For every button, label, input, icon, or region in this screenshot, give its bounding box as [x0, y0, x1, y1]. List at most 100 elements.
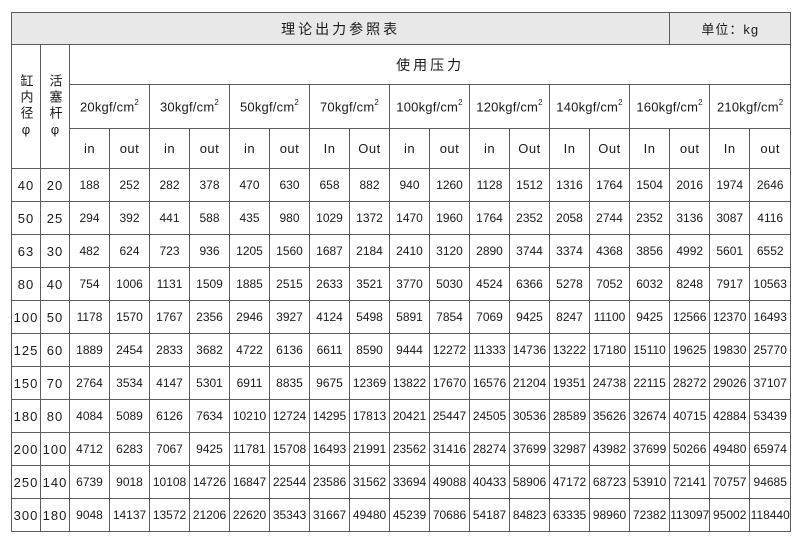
- output-value: 32674: [628, 399, 671, 433]
- output-value: 50266: [669, 432, 711, 466]
- output-value: 482: [69, 234, 110, 268]
- output-value: 3374: [549, 234, 590, 268]
- pressure-exponent: 2: [618, 97, 623, 107]
- table-row: 100 50 1178 1570 1767 2356 2946 3927 4124 5498 589…: [11, 300, 792, 334]
- bore-value: 150: [11, 366, 41, 400]
- output-value: 188: [69, 168, 110, 202]
- output-value: 22620: [229, 498, 270, 532]
- rod-diameter-header: 活塞杆φ: [40, 44, 70, 169]
- output-value: 630: [269, 168, 310, 202]
- output-value: 53439: [749, 399, 792, 433]
- output-value: 2352: [628, 201, 671, 235]
- output-value: 6611: [309, 333, 350, 367]
- output-value: 28274: [469, 432, 510, 466]
- rod-value: 140: [40, 465, 70, 499]
- output-value: 3770: [389, 267, 430, 301]
- output-value: 19830: [709, 333, 751, 367]
- inout-header: in: [69, 128, 110, 169]
- output-value: 3682: [189, 333, 230, 367]
- output-value: 31667: [309, 498, 350, 532]
- inout-header: In: [549, 128, 590, 169]
- output-value: 9444: [389, 333, 430, 367]
- bore-value: 200: [11, 432, 41, 466]
- output-value: 2833: [149, 333, 190, 367]
- output-value: 980: [269, 201, 310, 235]
- output-value: 2058: [549, 201, 590, 235]
- output-value: 11333: [469, 333, 510, 367]
- bore-value: 50: [11, 201, 41, 235]
- output-value: 5278: [549, 267, 590, 301]
- pressure-exponent: 2: [374, 97, 379, 107]
- output-value: 7634: [189, 399, 230, 433]
- bore-value: 63: [11, 234, 41, 268]
- output-value: 65974: [749, 432, 792, 466]
- output-value: 13222: [549, 333, 590, 367]
- output-value: 8590: [349, 333, 390, 367]
- pressure-header-100kgf/cm: 100kgf/cm2: [389, 84, 470, 129]
- output-value: 84823: [509, 498, 550, 532]
- output-value: 5498: [349, 300, 390, 334]
- output-value: 392: [109, 201, 150, 235]
- pressure-header-70kgf/cm: 70kgf/cm2: [309, 84, 390, 129]
- table-row: 300 180 9048 14137 13572 21206 22620 35343 31667…: [11, 498, 792, 532]
- output-value: 5891: [389, 300, 430, 334]
- output-value: 4124: [309, 300, 350, 334]
- output-value: 1205: [229, 234, 270, 268]
- output-value: 37699: [628, 432, 671, 466]
- output-value: 3087: [709, 201, 751, 235]
- output-value: 19625: [669, 333, 711, 367]
- output-value: 2633: [309, 267, 350, 301]
- output-value: 441: [149, 201, 190, 235]
- output-value: 4524: [469, 267, 510, 301]
- pressure-header-160kgf/cm: 160kgf/cm2: [628, 84, 711, 129]
- output-value: 7052: [589, 267, 630, 301]
- output-value: 12724: [269, 399, 310, 433]
- unit-label: 单位：kg: [669, 12, 792, 45]
- output-value: 2184: [349, 234, 390, 268]
- inout-header: In: [709, 128, 751, 169]
- output-value: 30536: [509, 399, 550, 433]
- bore-diameter-header: 缸内径φ: [11, 44, 41, 169]
- output-value: 49088: [429, 465, 470, 499]
- output-value: 940: [389, 168, 430, 202]
- in-out-header-row: in out in out in out In Out in out in Out In Out In out…: [12, 128, 792, 169]
- output-value: 21206: [189, 498, 230, 532]
- output-value: 294: [69, 201, 110, 235]
- output-value: 21991: [349, 432, 390, 466]
- output-value: 4722: [229, 333, 270, 367]
- output-value: 72382: [628, 498, 671, 532]
- output-value: 15708: [269, 432, 310, 466]
- output-value: 14736: [509, 333, 550, 367]
- output-value: 53910: [628, 465, 671, 499]
- output-value: 6032: [628, 267, 671, 301]
- pressure-exponent: 2: [538, 97, 543, 107]
- output-value: 14726: [189, 465, 230, 499]
- inout-header: in: [469, 128, 510, 169]
- table-row: 180 80 4084 5089 6126 7634 10210 12724 14295 1781…: [11, 399, 792, 433]
- output-value: 1131: [149, 267, 190, 301]
- output-value: 5601: [709, 234, 751, 268]
- output-value: 9048: [69, 498, 110, 532]
- output-value: 2764: [69, 366, 110, 400]
- output-value: 95002: [709, 498, 751, 532]
- rod-value: 40: [40, 267, 70, 301]
- output-value: 16493: [749, 300, 792, 334]
- inout-header: out: [669, 128, 711, 169]
- output-value: 2410: [389, 234, 430, 268]
- output-value: 1764: [589, 168, 630, 202]
- pressure-exponent: 2: [698, 97, 703, 107]
- output-value: 1178: [69, 300, 110, 334]
- output-value: 588: [189, 201, 230, 235]
- output-value: 1260: [429, 168, 470, 202]
- output-value: 6911: [229, 366, 270, 400]
- output-value: 17813: [349, 399, 390, 433]
- pressure-exponent: 2: [134, 97, 139, 107]
- output-value: 54187: [469, 498, 510, 532]
- output-value: 37107: [749, 366, 792, 400]
- output-value: 9675: [309, 366, 350, 400]
- working-pressure-header: 使用压力: [68, 44, 792, 85]
- output-value: 6739: [69, 465, 110, 499]
- output-value: 1885: [229, 267, 270, 301]
- output-value: 754: [69, 267, 110, 301]
